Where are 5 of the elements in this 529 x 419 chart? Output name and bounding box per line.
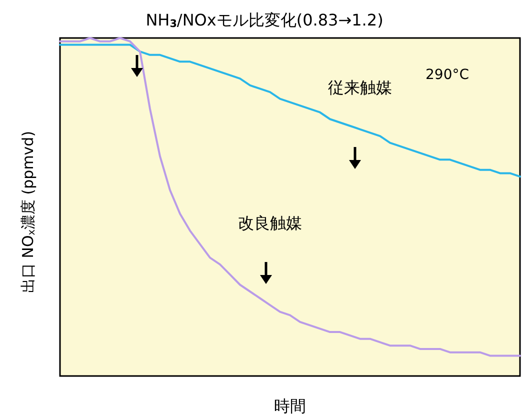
annotation: 290°C — [426, 67, 470, 83]
x-axis-title: 時間 — [274, 396, 306, 416]
series-label: 従来触媒 — [328, 78, 392, 97]
y-axis-title: 出口 NOx濃度 (ppmvd) — [19, 130, 38, 294]
text: 改良触媒 — [238, 214, 302, 233]
